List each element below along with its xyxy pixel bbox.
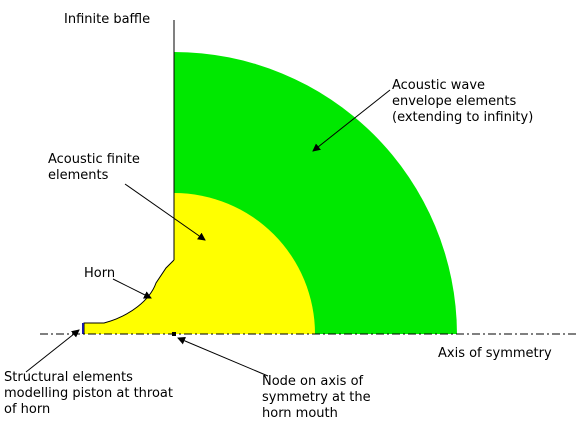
infinite-baffle-label: Infinite baffle	[64, 12, 151, 27]
horn-wall	[83, 259, 175, 334]
finite-elements-leader-arrow	[124, 183, 206, 241]
node-leader-arrow	[177, 337, 269, 377]
horn-interior-region	[84, 260, 174, 334]
horn-leader-arrow	[112, 278, 152, 299]
mouth-node-label: Node on axis of symmetry at the horn mou…	[262, 374, 371, 421]
finite-elements-region	[174, 193, 315, 334]
horn-label: Horn	[84, 266, 116, 281]
structural-leader-arrow	[25, 329, 80, 373]
structural-elements-label: Structural elements modelling piston at …	[4, 370, 173, 417]
envelope-elements-label: Acoustic wave envelope elements (extendi…	[392, 78, 534, 125]
envelope-leader-arrow	[312, 89, 391, 152]
axis-of-symmetry-label: Axis of symmetry	[438, 346, 552, 361]
mouth-node-marker	[172, 332, 176, 336]
finite-elements-label: Acoustic finite elements	[48, 152, 140, 183]
